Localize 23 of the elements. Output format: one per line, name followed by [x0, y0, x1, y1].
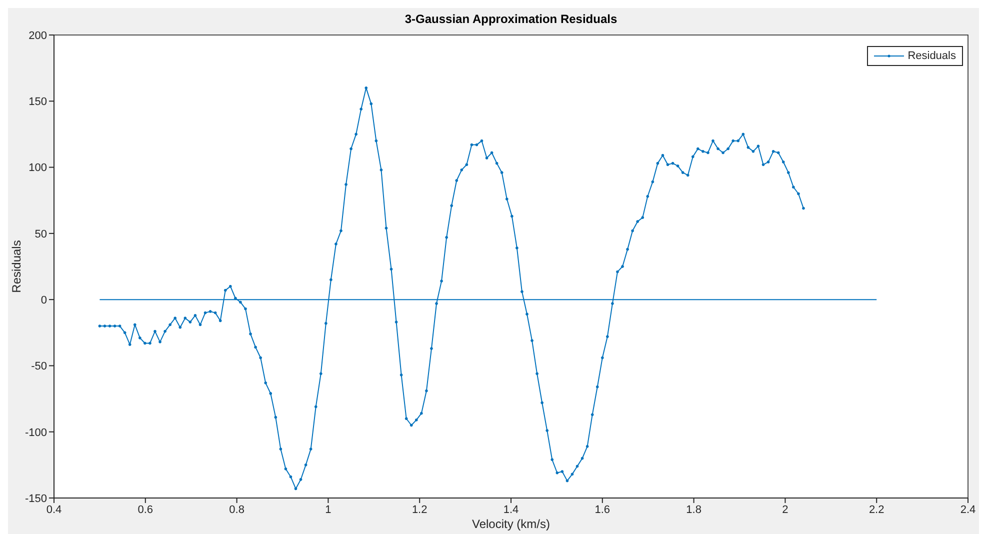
y-tick-label: -150: [24, 492, 47, 505]
x-axis-title: Velocity (km/s): [472, 517, 550, 531]
y-tick-label: 150: [28, 96, 47, 108]
x-tick-label: 0.4: [46, 504, 62, 516]
x-tick-label: 2.2: [868, 504, 884, 516]
y-tick-label: 100: [28, 162, 47, 174]
x-tick-label: 2: [782, 504, 788, 516]
y-tick-label: -100: [24, 426, 47, 439]
y-tick-label: -50: [31, 360, 47, 373]
y-tick-label: 200: [28, 30, 47, 42]
chart-title: 3-Gaussian Approximation Residuals: [404, 12, 618, 26]
y-tick-label: 0: [40, 294, 47, 306]
x-tick-label: 1: [325, 504, 332, 516]
x-tick-label: 1.4: [503, 504, 519, 516]
x-tick-label: 2.4: [960, 504, 976, 516]
x-tick-label: 1.8: [686, 504, 702, 516]
x-tick-label: 1.6: [594, 504, 610, 516]
x-tick-label: 0.8: [229, 504, 244, 516]
y-tick-label: 50: [34, 228, 47, 240]
legend-label: Residuals: [908, 49, 956, 63]
y-axis-title: Residuals: [9, 240, 24, 293]
x-tick-label: 1.2: [412, 504, 428, 516]
x-tick-label: 0.6: [138, 504, 154, 516]
